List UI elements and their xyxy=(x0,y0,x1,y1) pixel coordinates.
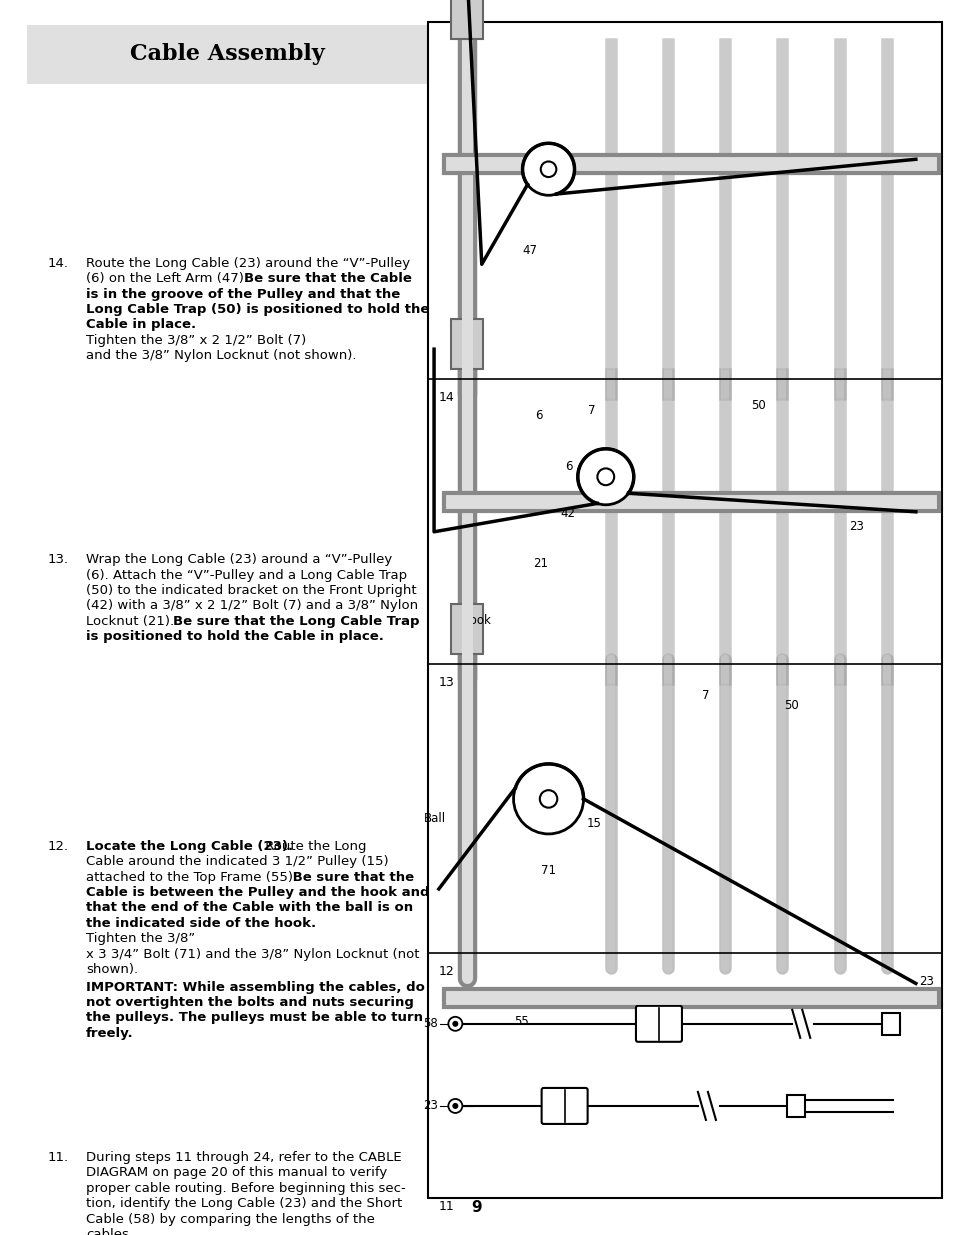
Text: that the end of the Cable with the ball is on: that the end of the Cable with the ball … xyxy=(86,902,413,914)
Text: Wrap the Long Cable (23) around a “V”-Pulley: Wrap the Long Cable (23) around a “V”-Pu… xyxy=(86,553,392,567)
Text: cables.: cables. xyxy=(86,1228,132,1235)
Text: Be sure that the Long Cable Trap: Be sure that the Long Cable Trap xyxy=(172,615,419,627)
Text: 9: 9 xyxy=(471,1200,482,1215)
Text: and the 3/8” Nylon Locknut (not shown).: and the 3/8” Nylon Locknut (not shown). xyxy=(86,350,356,362)
Circle shape xyxy=(452,1021,457,1026)
Circle shape xyxy=(597,468,614,485)
Circle shape xyxy=(448,1099,462,1113)
Text: Tighten the 3/8”: Tighten the 3/8” xyxy=(86,932,195,945)
Text: 11: 11 xyxy=(437,1200,454,1213)
Text: 23: 23 xyxy=(848,520,863,534)
FancyBboxPatch shape xyxy=(541,1088,587,1124)
Text: is positioned to hold the Cable in place.: is positioned to hold the Cable in place… xyxy=(86,630,383,643)
Bar xyxy=(428,22,941,1198)
Text: Tighten the 3/8” x 2 1/2” Bolt (7): Tighten the 3/8” x 2 1/2” Bolt (7) xyxy=(86,333,306,347)
Text: 13.: 13. xyxy=(48,553,69,567)
Text: Cable in place.: Cable in place. xyxy=(86,319,195,331)
Circle shape xyxy=(448,1016,462,1031)
Text: (6). Attach the “V”-Pulley and a Long Cable Trap: (6). Attach the “V”-Pulley and a Long Ca… xyxy=(86,568,407,582)
Text: 71: 71 xyxy=(540,864,556,877)
Text: Route the Long Cable (23) around the “V”-Pulley: Route the Long Cable (23) around the “V”… xyxy=(86,257,410,270)
Circle shape xyxy=(540,162,556,177)
Bar xyxy=(451,0,483,40)
Text: the pulleys. The pulleys must be able to turn: the pulleys. The pulleys must be able to… xyxy=(86,1011,422,1024)
Text: 7: 7 xyxy=(701,689,709,703)
Text: During steps 11 through 24, refer to the CABLE: During steps 11 through 24, refer to the… xyxy=(86,1151,401,1165)
Text: 58: 58 xyxy=(423,1018,437,1030)
Text: Cable Assembly: Cable Assembly xyxy=(130,43,324,65)
Text: Locate the Long Cable (23).: Locate the Long Cable (23). xyxy=(86,840,293,853)
Text: 23: 23 xyxy=(423,1099,437,1113)
Circle shape xyxy=(578,448,633,505)
Text: 50: 50 xyxy=(750,399,765,412)
Bar xyxy=(451,604,483,655)
Text: Cable is between the Pulley and the hook and: Cable is between the Pulley and the hook… xyxy=(86,885,429,899)
Text: 14.: 14. xyxy=(48,257,69,270)
Circle shape xyxy=(452,1103,457,1109)
Bar xyxy=(881,1013,899,1035)
Text: 50: 50 xyxy=(783,699,799,713)
Text: Ball: Ball xyxy=(424,813,446,825)
Text: Be sure that the Cable: Be sure that the Cable xyxy=(244,272,412,285)
Text: tion, identify the Long Cable (23) and the Short: tion, identify the Long Cable (23) and t… xyxy=(86,1197,401,1210)
Text: 47: 47 xyxy=(521,245,537,257)
Text: Cable (58) by comparing the lengths of the: Cable (58) by comparing the lengths of t… xyxy=(86,1213,375,1225)
Text: (42) with a 3/8” x 2 1/2” Bolt (7) and a 3/8” Nylon: (42) with a 3/8” x 2 1/2” Bolt (7) and a… xyxy=(86,599,417,613)
Bar xyxy=(27,25,427,84)
Text: 7: 7 xyxy=(587,404,595,417)
Text: 21: 21 xyxy=(533,557,548,569)
Text: shown).: shown). xyxy=(86,963,138,976)
Text: 6: 6 xyxy=(564,461,572,473)
Text: 23: 23 xyxy=(918,974,933,988)
Text: Long Cable Trap (50) is positioned to hold the: Long Cable Trap (50) is positioned to ho… xyxy=(86,303,429,316)
Text: is in the groove of the Pulley and that the: is in the groove of the Pulley and that … xyxy=(86,288,399,300)
Bar xyxy=(451,319,483,369)
Circle shape xyxy=(539,790,557,808)
Text: Be sure that the: Be sure that the xyxy=(288,871,414,883)
Text: attached to the Top Frame (55).: attached to the Top Frame (55). xyxy=(86,871,296,883)
Text: Route the Long: Route the Long xyxy=(260,840,366,853)
Text: 12.: 12. xyxy=(48,840,69,853)
Circle shape xyxy=(522,143,574,195)
Text: proper cable routing. Before beginning this sec-: proper cable routing. Before beginning t… xyxy=(86,1182,405,1194)
Text: DIAGRAM on page 20 of this manual to verify: DIAGRAM on page 20 of this manual to ver… xyxy=(86,1166,387,1179)
Text: 13: 13 xyxy=(437,677,454,689)
Text: (6) on the Left Arm (47).: (6) on the Left Arm (47). xyxy=(86,272,252,285)
Text: Cable around the indicated 3 1/2” Pulley (15): Cable around the indicated 3 1/2” Pulley… xyxy=(86,855,388,868)
Text: freely.: freely. xyxy=(86,1026,133,1040)
FancyBboxPatch shape xyxy=(636,1005,681,1042)
Text: x 3 3/4” Bolt (71) and the 3/8” Nylon Locknut (not: x 3 3/4” Bolt (71) and the 3/8” Nylon Lo… xyxy=(86,947,419,961)
Text: Locknut (21).: Locknut (21). xyxy=(86,615,178,627)
Text: 15: 15 xyxy=(586,818,601,830)
Text: (50) to the indicated bracket on the Front Upright: (50) to the indicated bracket on the Fro… xyxy=(86,584,416,597)
Circle shape xyxy=(513,764,583,834)
Text: 11.: 11. xyxy=(48,1151,69,1165)
Text: not overtighten the bolts and nuts securing: not overtighten the bolts and nuts secur… xyxy=(86,995,414,1009)
Text: 55: 55 xyxy=(514,1015,529,1029)
Text: 14: 14 xyxy=(437,391,454,404)
Text: Hook: Hook xyxy=(461,615,492,627)
Bar xyxy=(786,1095,804,1116)
Text: 12: 12 xyxy=(437,966,454,978)
Text: IMPORTANT: While assembling the cables, do: IMPORTANT: While assembling the cables, … xyxy=(86,981,424,994)
Text: 6: 6 xyxy=(535,409,542,422)
Text: 42: 42 xyxy=(559,506,575,520)
Text: the indicated side of the hook.: the indicated side of the hook. xyxy=(86,916,315,930)
